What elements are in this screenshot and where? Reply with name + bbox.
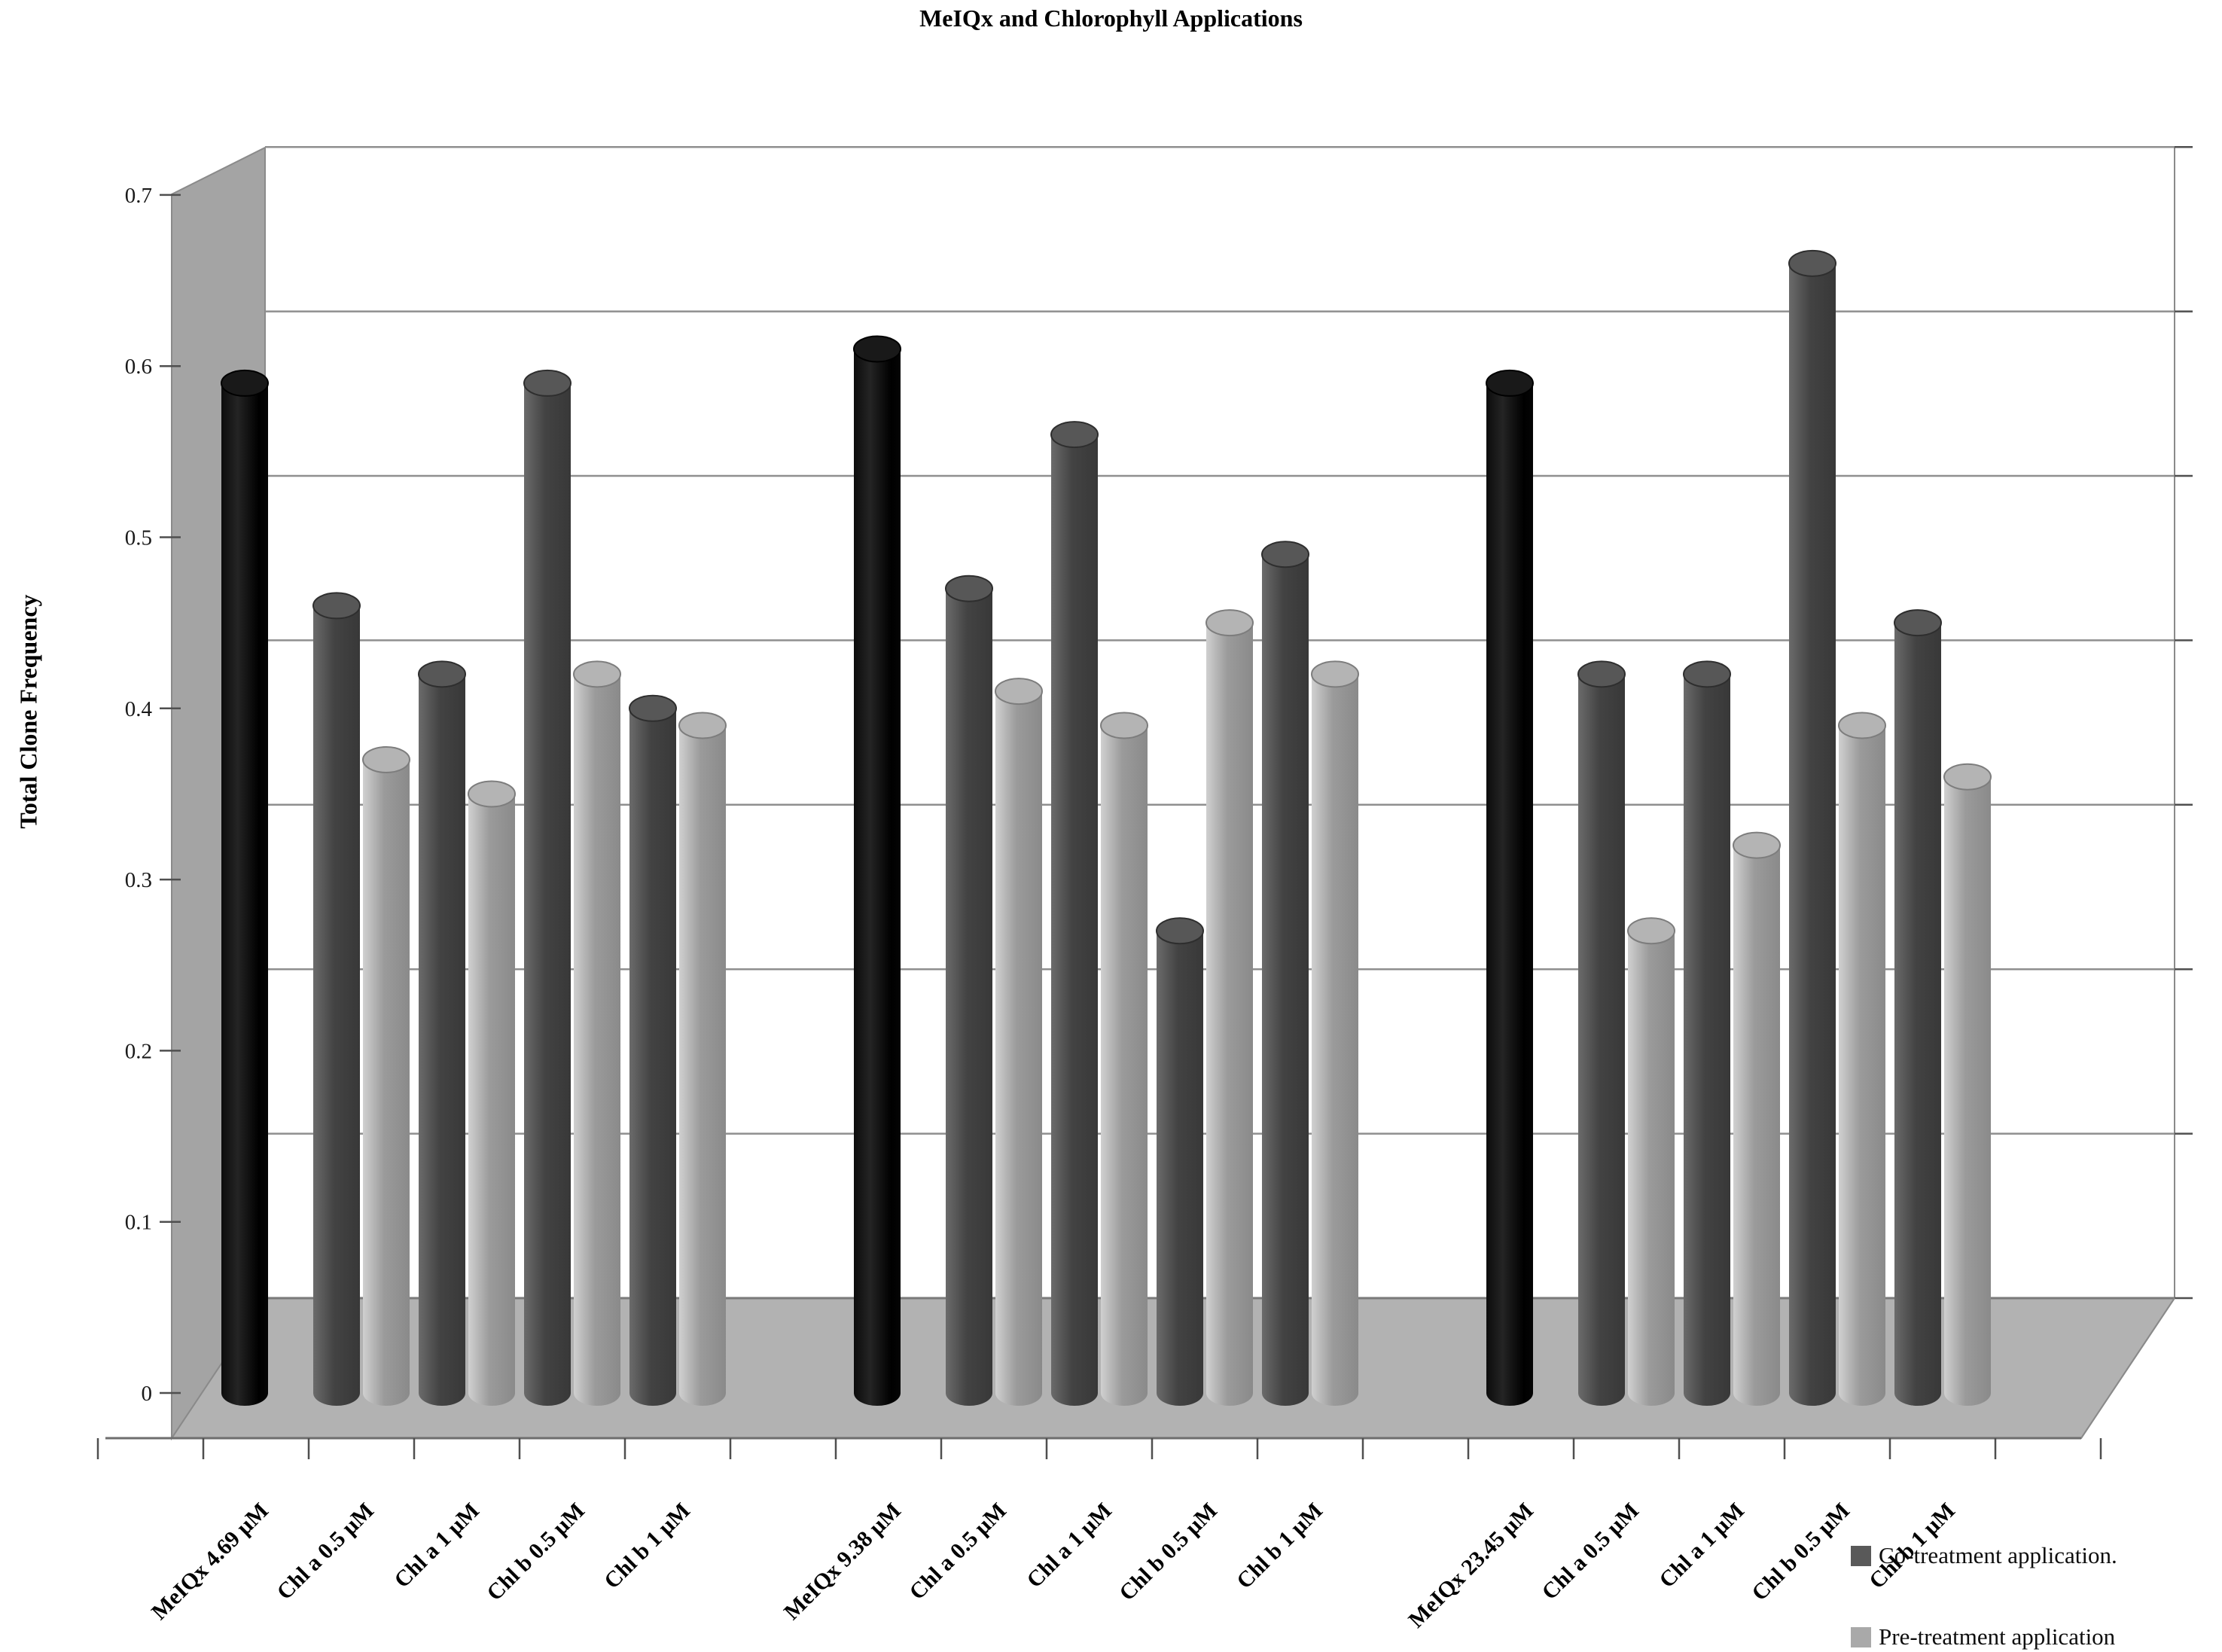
x-category-label: Chl b 0.5 µM [1747,1498,1855,1606]
x-category-label: Chl a 1 µM [1022,1498,1117,1593]
bar-pre-treatment-cap [1205,609,1254,637]
bar-meiqx-cap [1486,369,1534,397]
bar-co-treatment [629,708,676,1393]
bar-co-treatment-cap [1050,421,1099,449]
bar-pre-treatment-cap [1311,660,1359,688]
bar-co-treatment-cap [945,575,993,602]
bar-co-treatment-cap [312,592,361,620]
bar-pre-treatment-cap [995,678,1043,706]
y-tick-label: 0.2 [125,1039,152,1063]
bar-pre-treatment [1101,725,1148,1393]
x-category-label: Chl a 1 µM [1654,1498,1749,1593]
bar-pre-treatment-cap [468,780,516,808]
bar-co-treatment-cap [1683,660,1731,688]
bar-co-treatment [946,588,992,1394]
bar-co-treatment [419,674,465,1393]
bar-co-treatment-cap [523,369,572,397]
x-category-label: Chl a 0.5 µM [904,1498,1011,1605]
legend-swatch-co-treatment [1851,1545,1871,1566]
bar-co-treatment [1262,554,1309,1393]
bar-pre-treatment-cap [573,660,621,688]
bar-pre-treatment [679,725,726,1393]
bar-co-treatment [1789,263,1836,1393]
bar-meiqx [221,383,268,1394]
legend-entry-co-treatment: Co-treatment application. [1851,1542,2117,1569]
y-tick-label: 0.6 [125,355,152,379]
bar-co-treatment-cap [1894,609,1942,637]
x-category-label: MeIQx 9.38 µM [779,1498,906,1625]
floor-right-edge [2080,1297,2175,1439]
y-tick-label: 0.5 [125,526,152,550]
bar-meiqx [1486,383,1533,1394]
bar-meiqx [854,349,901,1394]
bar-pre-treatment [363,759,410,1393]
x-category-label: MeIQx 23.45 µM [1404,1498,1538,1633]
bar-pre-treatment [1206,623,1253,1393]
x-category-label: Chl a 1 µM [389,1498,484,1593]
x-category-label: Chl b 0.5 µM [482,1498,590,1606]
bar-co-treatment [524,383,571,1394]
legend-entry-pre-treatment: Pre-treatment application [1851,1623,2115,1650]
bar-co-treatment-cap [418,660,466,688]
legend-swatch-pre-treatment [1851,1626,1871,1647]
bar-co-treatment [1894,623,1941,1393]
bar-co-treatment [313,605,360,1394]
bar-meiqx-cap [853,335,901,363]
bar-co-treatment-cap [1577,660,1626,688]
chart-title: MeIQx and Chlorophyll Applications [919,5,1303,32]
bar-co-treatment [1157,931,1203,1393]
bar-co-treatment [1051,434,1098,1393]
x-category-label: Chl b 1 µM [1232,1498,1327,1594]
bar-co-treatment [1684,674,1730,1393]
bar-co-treatment-cap [1788,249,1836,277]
legend-label-pre-treatment: Pre-treatment application [1879,1623,2116,1650]
bar-pre-treatment [995,691,1042,1393]
bar-pre-treatment-cap [1838,712,1886,739]
bar-pre-treatment [1733,845,1780,1393]
bar-co-treatment [1578,674,1625,1393]
bar-co-treatment-cap [1156,917,1204,945]
bar-pre-treatment-cap [1100,712,1148,739]
legend-label-co-treatment: Co-treatment application. [1879,1542,2117,1568]
x-category-label: Chl b 0.5 µM [1114,1498,1222,1606]
bar-pre-treatment-cap [1627,917,1675,945]
bar-pre-treatment [1839,725,1885,1393]
bar-pre-treatment [1944,776,1991,1393]
bar-pre-treatment-cap [678,712,727,739]
bar-co-treatment-cap [1261,541,1309,568]
x-category-label: MeIQx 4.69 µM [147,1498,273,1625]
bar-pre-treatment [574,674,620,1393]
bar-pre-treatment-cap [1943,763,1992,791]
bar-co-treatment-cap [629,694,677,722]
x-category-label: Chl b 1 µM [599,1498,695,1594]
y-tick-label: 0.3 [125,868,152,892]
x-category-label: Chl a 0.5 µM [272,1498,379,1605]
bar-pre-treatment [1628,931,1675,1393]
bar-pre-treatment [1312,674,1358,1393]
bar-pre-treatment-cap [362,745,410,773]
bar-pre-treatment-cap [1733,831,1781,859]
bar-meiqx-cap [221,369,269,397]
y-tick-label: 0.1 [125,1211,152,1235]
bar-pre-treatment [468,794,515,1393]
y-tick-label: 0.7 [125,184,152,208]
y-tick-label: 0.4 [125,697,153,721]
y-tick-label: 0 [142,1382,153,1406]
x-category-label: Chl a 0.5 µM [1537,1498,1644,1605]
